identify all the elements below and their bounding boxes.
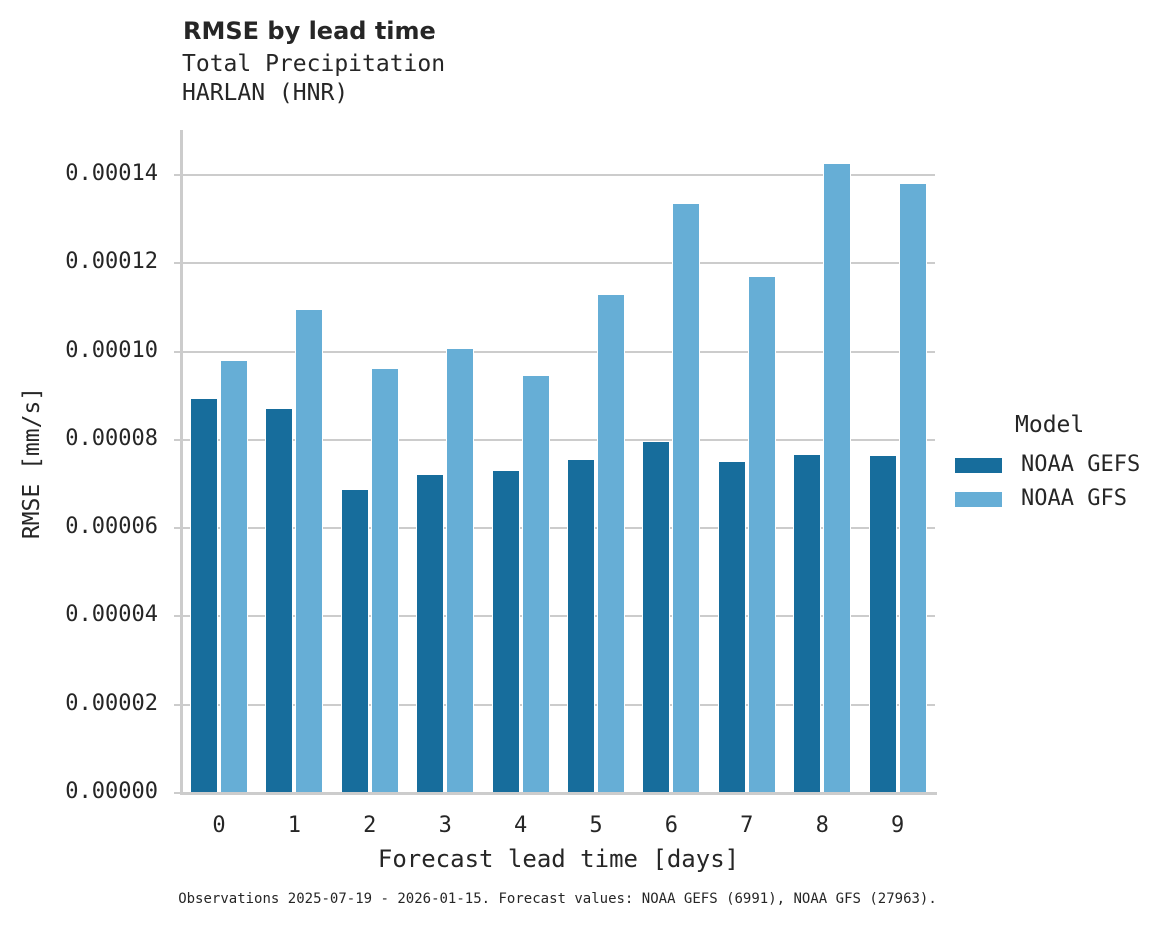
legend-label-gefs: NOAA GEFS xyxy=(1021,452,1141,477)
x-tick-label: 0 xyxy=(212,813,226,838)
y-tick-mark xyxy=(174,174,181,176)
y-tick-label: 0.00004 xyxy=(65,602,158,628)
y-tick-mark xyxy=(174,792,181,794)
y-tick-label: 0.00002 xyxy=(65,690,158,716)
y-tick-label: 0.00010 xyxy=(65,337,158,363)
x-tick-label: 7 xyxy=(740,813,754,838)
x-tick-label: 8 xyxy=(815,813,829,838)
y-tick-label: 0.00006 xyxy=(65,514,158,540)
y-tick-mark xyxy=(174,703,181,706)
x-tick-label: 5 xyxy=(589,813,603,838)
legend-label-gfs: NOAA GFS xyxy=(1021,486,1127,511)
bar-gefs-day-0 xyxy=(190,397,218,793)
x-tick-label: 1 xyxy=(287,813,302,838)
bar-gfs-day-5 xyxy=(597,294,625,793)
legend-title: Model xyxy=(1015,412,1085,438)
y-tick-label: 0.00000 xyxy=(65,779,158,804)
x-axis-label: Forecast lead time [days] xyxy=(377,845,740,873)
y-tick-label: 0.00008 xyxy=(65,425,158,451)
bar-gfs-day-4 xyxy=(521,374,550,793)
x-tick-label: 3 xyxy=(438,813,452,838)
gridline xyxy=(182,703,935,706)
bar-gefs-day-6 xyxy=(642,441,671,793)
x-tick-label: 2 xyxy=(363,813,377,838)
gridline xyxy=(182,527,935,530)
y-axis-line xyxy=(180,130,183,795)
chart-subtitle-station: HARLAN (HNR) xyxy=(182,80,349,106)
gridline xyxy=(182,262,935,265)
chart-subtitle-variable: Total Precipitation xyxy=(182,51,446,77)
footnote: Observations 2025-07-19 - 2026-01-15. Fo… xyxy=(178,891,937,907)
bar-gfs-day-9 xyxy=(898,182,927,793)
bar-gefs-day-1 xyxy=(265,408,294,793)
bar-gfs-day-1 xyxy=(295,308,324,793)
bar-gfs-day-0 xyxy=(220,359,248,793)
y-tick-mark xyxy=(174,262,181,265)
bar-gefs-day-7 xyxy=(717,461,746,793)
plot-area xyxy=(182,130,935,793)
bar-gfs-day-8 xyxy=(823,163,852,793)
y-tick-mark xyxy=(174,438,181,441)
legend-swatch-gefs xyxy=(955,458,1002,473)
x-tick-label: 9 xyxy=(890,813,905,838)
x-tick-label: 6 xyxy=(664,813,679,838)
bar-gefs-day-4 xyxy=(491,469,520,793)
x-tick-label: 4 xyxy=(513,813,528,838)
gridline xyxy=(182,350,935,353)
bar-gefs-day-3 xyxy=(416,473,445,793)
bar-gfs-day-6 xyxy=(672,202,701,793)
bar-gfs-day-7 xyxy=(747,276,776,793)
bar-gefs-day-9 xyxy=(868,454,897,793)
bar-gefs-day-8 xyxy=(793,453,822,793)
y-axis-label: RMSE [mm/s] xyxy=(19,386,45,540)
legend-swatch-gfs xyxy=(955,492,1002,507)
x-axis-line xyxy=(180,792,937,795)
gridline xyxy=(182,438,935,441)
bar-gefs-day-2 xyxy=(340,488,369,793)
gridline xyxy=(182,615,935,618)
y-tick-label: 0.00014 xyxy=(65,161,158,186)
y-tick-mark xyxy=(174,615,181,618)
y-tick-mark xyxy=(174,527,181,530)
bar-gfs-day-2 xyxy=(370,367,399,793)
gridline xyxy=(182,174,935,176)
y-tick-label: 0.00012 xyxy=(65,249,158,275)
bar-gfs-day-3 xyxy=(446,348,475,793)
chart-title: RMSE by lead time xyxy=(183,17,436,45)
y-tick-mark xyxy=(174,350,181,353)
bar-gefs-day-5 xyxy=(567,458,595,793)
